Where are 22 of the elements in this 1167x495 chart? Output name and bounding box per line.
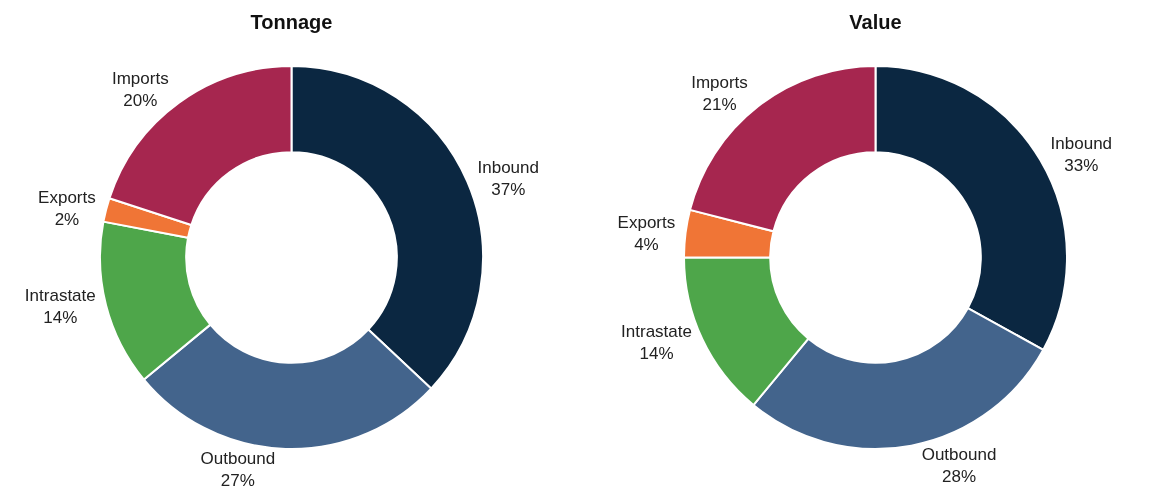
slice-label: Inbound [1050, 134, 1113, 154]
slice-label: Intrastate [621, 322, 692, 342]
data-label: 14% [43, 307, 78, 327]
slice-label: Intrastate [24, 285, 96, 305]
chart-title: Tonnage [250, 10, 333, 33]
slice-label: Exports [38, 188, 96, 208]
data-label: 21% [702, 94, 737, 114]
data-label: 37% [491, 179, 526, 199]
data-label: 2% [54, 210, 80, 230]
slice-label: Imports [111, 68, 169, 88]
slice-label: Exports [617, 212, 676, 232]
data-label: 28% [941, 466, 977, 486]
slice-label: Outbound [200, 448, 276, 468]
data-label: 20% [123, 90, 158, 110]
data-label: 27% [220, 470, 255, 490]
data-label: 33% [1064, 156, 1099, 176]
data-label: 4% [634, 234, 659, 254]
slice-label: Inbound [477, 157, 539, 177]
data-label: 14% [639, 344, 674, 364]
slice-label: Outbound [921, 444, 997, 464]
slice-label: Imports [691, 72, 748, 92]
chart-title: Value [849, 10, 902, 33]
